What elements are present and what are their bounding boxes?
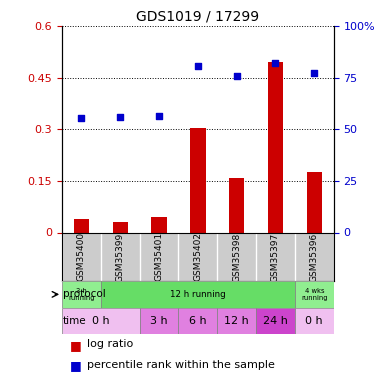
Text: 3 h: 3 h: [150, 316, 168, 326]
Point: [156, 113, 162, 119]
Text: ■: ■: [70, 359, 81, 372]
Text: GSM35396: GSM35396: [310, 232, 319, 282]
Title: GDS1019 / 17299: GDS1019 / 17299: [136, 10, 260, 24]
Text: GSM35401: GSM35401: [154, 232, 164, 281]
FancyBboxPatch shape: [101, 281, 295, 308]
Text: 6 h: 6 h: [189, 316, 207, 326]
Bar: [74, 219, 89, 232]
Text: GSM35397: GSM35397: [271, 232, 280, 282]
Text: 0 h: 0 h: [92, 316, 110, 326]
FancyBboxPatch shape: [178, 308, 217, 334]
Text: percentile rank within the sample: percentile rank within the sample: [87, 360, 275, 369]
Text: 3 h
running: 3 h running: [68, 288, 95, 301]
Bar: [113, 222, 128, 232]
Point: [117, 114, 123, 120]
Text: GSM35398: GSM35398: [232, 232, 241, 282]
Text: ■: ■: [70, 339, 81, 352]
FancyBboxPatch shape: [295, 308, 334, 334]
Point: [311, 70, 317, 76]
Text: 12 h running: 12 h running: [170, 290, 226, 299]
FancyBboxPatch shape: [295, 281, 334, 308]
Text: GSM35402: GSM35402: [193, 232, 203, 281]
Text: GSM35399: GSM35399: [116, 232, 125, 282]
Text: log ratio: log ratio: [87, 339, 133, 349]
Bar: [190, 128, 206, 232]
Text: 12 h: 12 h: [224, 316, 249, 326]
Text: 24 h: 24 h: [263, 316, 288, 326]
Text: time: time: [63, 316, 87, 326]
Point: [78, 115, 85, 121]
Point: [195, 63, 201, 69]
FancyBboxPatch shape: [256, 308, 295, 334]
Point: [234, 73, 240, 79]
Text: 4 wks
running: 4 wks running: [301, 288, 327, 301]
Bar: [268, 62, 283, 232]
FancyBboxPatch shape: [217, 308, 256, 334]
Text: 0 h: 0 h: [305, 316, 323, 326]
FancyBboxPatch shape: [62, 281, 101, 308]
Bar: [151, 217, 167, 232]
Text: protocol: protocol: [63, 290, 106, 299]
Bar: [229, 177, 244, 232]
Text: GSM35400: GSM35400: [77, 232, 86, 281]
Bar: [307, 172, 322, 232]
Point: [272, 60, 279, 66]
FancyBboxPatch shape: [140, 308, 178, 334]
FancyBboxPatch shape: [62, 308, 140, 334]
